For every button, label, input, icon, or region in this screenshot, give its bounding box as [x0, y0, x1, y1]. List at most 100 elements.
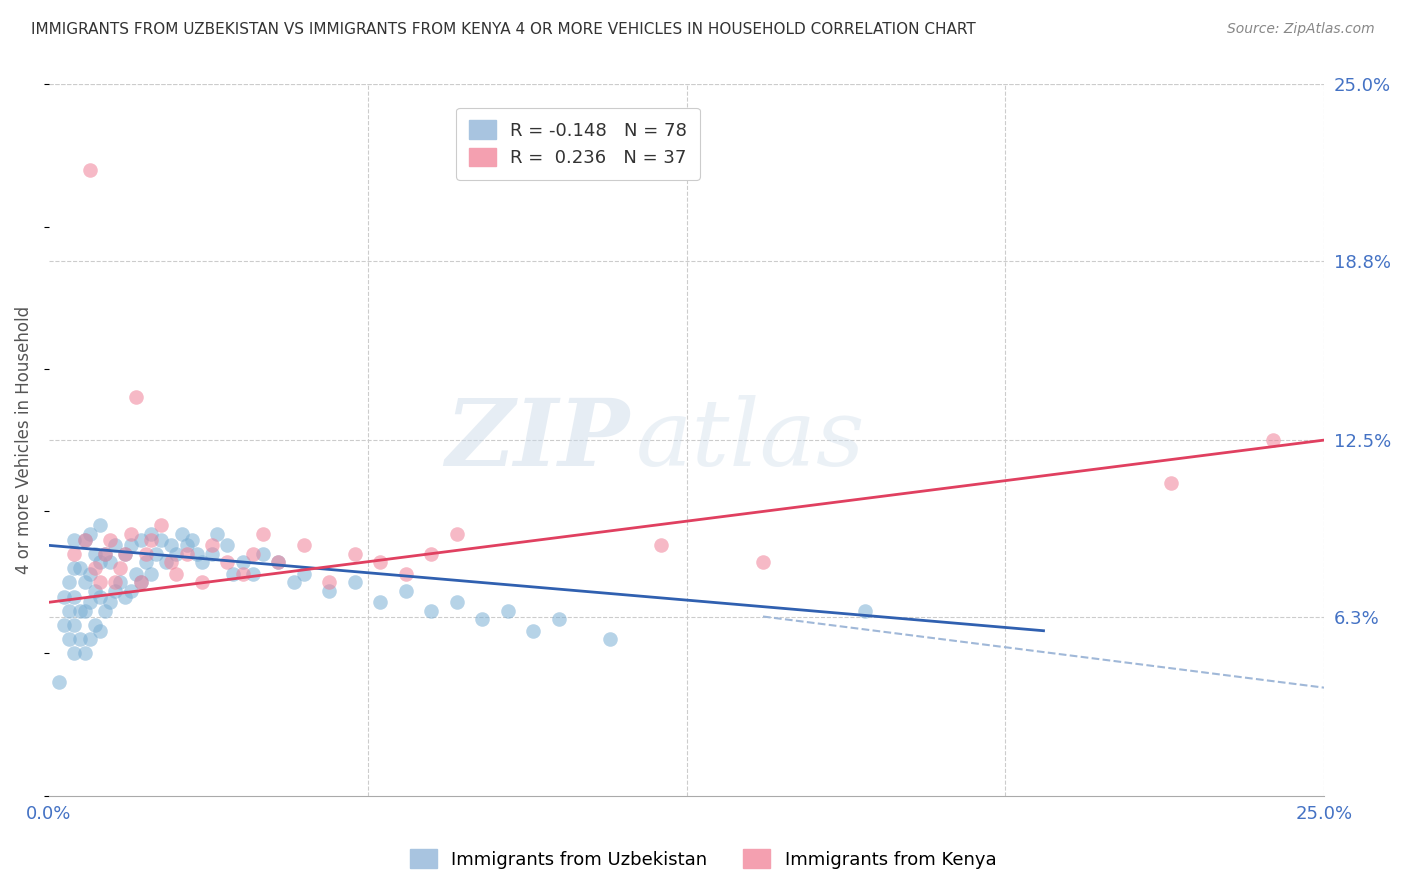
Point — [104, 575, 127, 590]
Point — [53, 618, 76, 632]
Point — [548, 612, 571, 626]
Point — [98, 533, 121, 547]
Point — [58, 604, 80, 618]
Point — [129, 575, 152, 590]
Point — [191, 575, 214, 590]
Point — [63, 647, 86, 661]
Point — [94, 547, 117, 561]
Point — [48, 675, 70, 690]
Point — [83, 561, 105, 575]
Point — [150, 518, 173, 533]
Legend: Immigrants from Uzbekistan, Immigrants from Kenya: Immigrants from Uzbekistan, Immigrants f… — [402, 842, 1004, 876]
Point — [89, 624, 111, 638]
Point — [98, 595, 121, 609]
Text: ZIP: ZIP — [444, 395, 628, 485]
Point — [124, 391, 146, 405]
Point — [94, 604, 117, 618]
Point — [160, 556, 183, 570]
Text: Source: ZipAtlas.com: Source: ZipAtlas.com — [1227, 22, 1375, 37]
Point — [180, 533, 202, 547]
Text: IMMIGRANTS FROM UZBEKISTAN VS IMMIGRANTS FROM KENYA 4 OR MORE VEHICLES IN HOUSEH: IMMIGRANTS FROM UZBEKISTAN VS IMMIGRANTS… — [31, 22, 976, 37]
Point — [145, 547, 167, 561]
Point — [446, 527, 468, 541]
Point — [63, 547, 86, 561]
Point — [170, 527, 193, 541]
Point — [155, 556, 177, 570]
Point — [120, 527, 142, 541]
Point — [267, 556, 290, 570]
Text: atlas: atlas — [636, 395, 865, 485]
Point — [83, 547, 105, 561]
Point — [232, 556, 254, 570]
Point — [191, 556, 214, 570]
Point — [217, 538, 239, 552]
Point — [94, 547, 117, 561]
Point — [139, 533, 162, 547]
Point — [120, 583, 142, 598]
Point — [1261, 433, 1284, 447]
Point — [217, 556, 239, 570]
Point — [420, 604, 443, 618]
Point — [73, 533, 96, 547]
Point — [343, 547, 366, 561]
Point — [120, 538, 142, 552]
Point — [110, 561, 132, 575]
Point — [63, 533, 86, 547]
Point — [343, 575, 366, 590]
Point — [89, 518, 111, 533]
Point — [252, 527, 274, 541]
Point — [139, 527, 162, 541]
Point — [79, 632, 101, 647]
Point — [124, 566, 146, 581]
Point — [69, 604, 91, 618]
Point — [104, 583, 127, 598]
Point — [232, 566, 254, 581]
Point — [83, 618, 105, 632]
Point — [420, 547, 443, 561]
Point — [176, 547, 198, 561]
Point — [139, 566, 162, 581]
Point — [53, 590, 76, 604]
Point — [201, 547, 224, 561]
Point — [89, 556, 111, 570]
Point — [63, 590, 86, 604]
Point — [129, 533, 152, 547]
Point — [73, 647, 96, 661]
Point — [752, 556, 775, 570]
Point — [135, 547, 157, 561]
Point — [129, 575, 152, 590]
Point — [292, 566, 315, 581]
Point — [853, 604, 876, 618]
Point — [599, 632, 621, 647]
Point — [110, 575, 132, 590]
Point — [522, 624, 544, 638]
Point — [318, 575, 340, 590]
Point — [252, 547, 274, 561]
Point — [186, 547, 208, 561]
Point — [135, 556, 157, 570]
Point — [58, 632, 80, 647]
Point — [1160, 475, 1182, 490]
Point — [292, 538, 315, 552]
Point — [370, 556, 392, 570]
Point — [114, 590, 136, 604]
Point — [207, 527, 229, 541]
Point — [370, 595, 392, 609]
Point — [98, 556, 121, 570]
Point — [83, 583, 105, 598]
Point — [496, 604, 519, 618]
Point — [58, 575, 80, 590]
Point — [201, 538, 224, 552]
Point — [221, 566, 243, 581]
Point — [69, 561, 91, 575]
Point — [63, 618, 86, 632]
Point — [79, 595, 101, 609]
Point — [73, 533, 96, 547]
Point — [650, 538, 672, 552]
Point — [267, 556, 290, 570]
Point — [242, 547, 264, 561]
Point — [283, 575, 305, 590]
Point — [104, 538, 127, 552]
Point — [73, 604, 96, 618]
Point — [89, 590, 111, 604]
